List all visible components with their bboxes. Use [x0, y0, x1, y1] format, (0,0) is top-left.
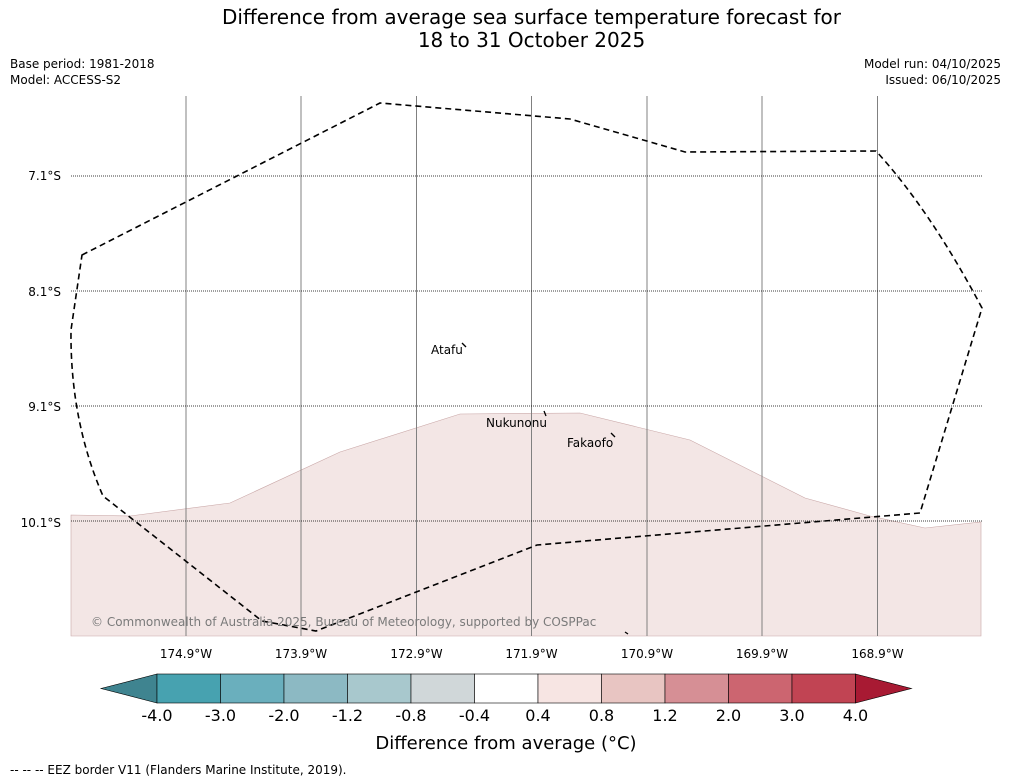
- colorbar-tick-label: -0.4: [459, 706, 490, 725]
- colorbar-label: Difference from average (°C): [375, 733, 636, 754]
- colorbar-segment: [156, 673, 221, 704]
- footer-legend: -- -- -- EEZ border V11 (Flanders Marine…: [10, 763, 347, 777]
- chart-title: Difference from average sea surface temp…: [0, 6, 1011, 52]
- colorbar-tick-label: 4.0: [843, 706, 868, 725]
- model-name: Model: ACCESS-S2: [10, 73, 122, 87]
- copyright-notice: © Commonwealth of Australia 2025, Bureau…: [91, 615, 596, 629]
- place-label-fakaofo: Fakaofo: [567, 436, 613, 450]
- colorbar-segment: [347, 673, 412, 704]
- lat-label: 10.1°S: [21, 516, 61, 530]
- colorbar-segment: [664, 673, 729, 704]
- lon-label: 168.9°W: [851, 647, 903, 661]
- lat-label: 7.1°S: [28, 169, 61, 183]
- place-label-nukunonu: Nukunonu: [486, 416, 547, 430]
- colorbar-arrow-low: [99, 673, 158, 704]
- colorbar-tick-label: 0.8: [589, 706, 614, 725]
- place-label-atafu: Atafu: [431, 343, 463, 357]
- colorbar-tick-label: -4.0: [141, 706, 172, 725]
- issued-date: Issued: 06/10/2025: [885, 73, 1001, 87]
- colorbar-ticks: -4.0 -3.0 -2.0 -1.2 -0.8 -0.4 0.4 0.8 1.2 2.0 3.0 4…: [141, 706, 868, 725]
- meta-right: Model run: 04/10/2025 Issued: 06/10/2025: [864, 56, 1001, 88]
- colorbar-tick-label: -2.0: [268, 706, 299, 725]
- model-run: Model run: 04/10/2025: [863, 57, 1001, 71]
- colorbar-tick-label: -1.2: [332, 706, 363, 725]
- title-line-1: Difference from average sea surface temp…: [221, 5, 841, 29]
- colorbar-segment: [410, 673, 475, 704]
- colorbar-tick-label: 1.2: [652, 706, 677, 725]
- islands: [461, 342, 629, 635]
- atafu-atoll: [461, 342, 467, 348]
- lon-label: 169.9°W: [736, 647, 788, 661]
- colorbar-segment: [601, 673, 666, 704]
- colorbar-tick-label: 3.0: [779, 706, 804, 725]
- colorbar-tick-label: -0.8: [395, 706, 426, 725]
- nukunonu-atoll: [543, 410, 547, 417]
- colorbar-arrow-high: [855, 673, 913, 704]
- title-line-2: 18 to 31 October 2025: [417, 28, 646, 52]
- lon-label: 172.9°W: [390, 647, 442, 661]
- colorbar: [99, 673, 913, 704]
- lon-label: 170.9°W: [621, 647, 673, 661]
- colorbar-tick-label: 2.0: [716, 706, 741, 725]
- lon-label: 171.9°W: [505, 647, 557, 661]
- lon-label: 174.9°W: [160, 647, 212, 661]
- colorbar-segment: [220, 673, 285, 704]
- colorbar-segment: [791, 673, 856, 704]
- fakaofo-atoll: [610, 432, 616, 438]
- colorbar-segment: [537, 673, 602, 704]
- colorbar-segment: [283, 673, 348, 704]
- lon-label: 173.9°W: [275, 647, 327, 661]
- meta-left: Base period: 1981-2018 Model: ACCESS-S2: [10, 56, 155, 88]
- lat-label: 8.1°S: [28, 285, 61, 299]
- colorbar-segment: [728, 673, 793, 704]
- base-period: Base period: 1981-2018: [10, 57, 155, 71]
- colorbar-segment: [474, 673, 539, 704]
- islet-south: [624, 631, 629, 635]
- meridian-lines: [185, 96, 878, 636]
- anomaly-region: [70, 412, 982, 637]
- lat-label: 9.1°S: [28, 400, 61, 414]
- colorbar-tick-label: -3.0: [205, 706, 236, 725]
- colorbar-tick-label: 0.4: [525, 706, 550, 725]
